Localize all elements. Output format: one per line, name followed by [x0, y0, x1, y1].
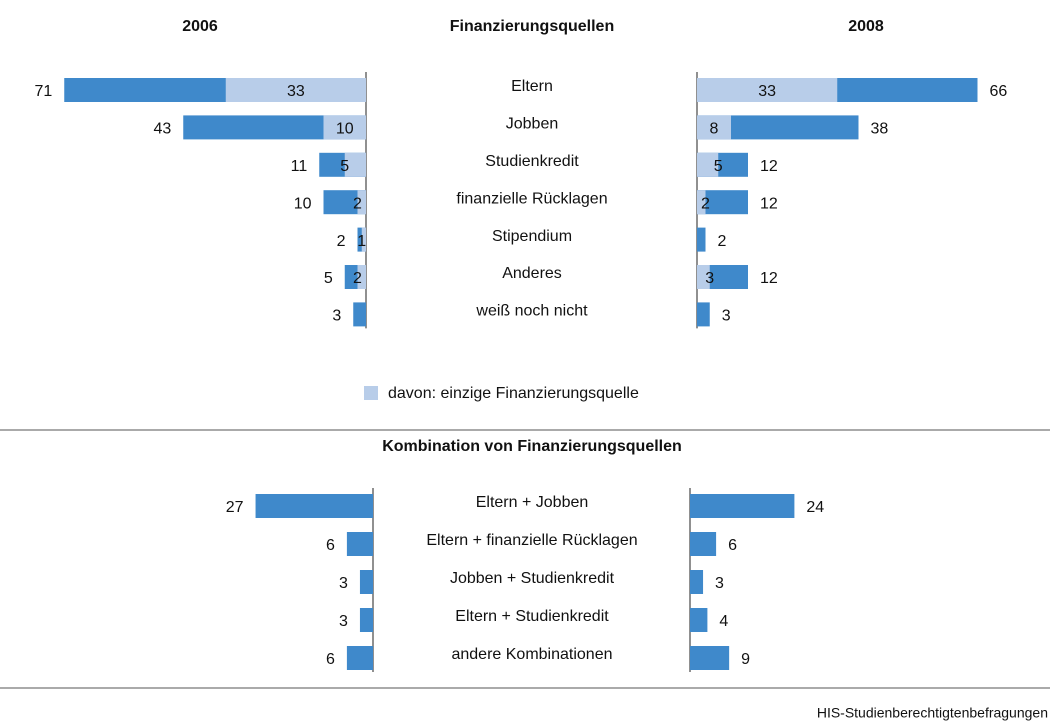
value-label: 12 — [760, 270, 778, 287]
value-label: 3 — [715, 575, 724, 592]
sole-bar — [357, 190, 366, 215]
legend-label: davon: einzige Finanzierungsquelle — [388, 385, 639, 402]
sole-label: 3 — [705, 270, 714, 287]
side-title: 2008 — [848, 18, 884, 35]
value-label: 3 — [339, 575, 348, 592]
bar — [346, 532, 373, 556]
category-label: weiß noch nicht — [475, 303, 588, 320]
value-label: 71 — [34, 83, 52, 100]
category-label: Anderes — [502, 265, 562, 282]
chart-title: Finanzierungsquellen — [450, 18, 614, 35]
category-label: Eltern + Jobben — [476, 494, 589, 511]
sole-bar — [344, 152, 366, 177]
category-label: Jobben + Studienkredit — [450, 570, 615, 587]
value-label: 24 — [806, 499, 824, 516]
sole-label: 33 — [758, 83, 776, 100]
sole-label: 33 — [287, 83, 305, 100]
bar — [690, 646, 730, 670]
bar — [359, 570, 373, 594]
sole-bar — [323, 115, 366, 140]
sole-bar — [225, 78, 366, 102]
value-label: 4 — [719, 613, 728, 630]
legend-swatch — [364, 386, 378, 400]
sole-bar — [697, 78, 838, 102]
bar — [690, 532, 717, 556]
sole-label: 10 — [336, 121, 354, 138]
source: HIS-Studienberechtigtenbefragungen — [817, 705, 1048, 721]
value-label: 3 — [339, 613, 348, 630]
value-label: 2 — [337, 233, 346, 250]
value-label: 9 — [741, 651, 750, 668]
category-label: Jobben — [506, 116, 559, 133]
sole-bar — [697, 265, 710, 289]
category-label: Studienkredit — [485, 153, 579, 170]
value-label: 38 — [871, 121, 889, 138]
sole-label: 1 — [357, 233, 366, 250]
value-label: 43 — [153, 121, 171, 138]
bar — [690, 608, 708, 632]
value-label: 3 — [722, 308, 731, 325]
sole-label: 5 — [340, 158, 349, 175]
value-label: 66 — [990, 83, 1008, 100]
category-label: Eltern + finanzielle Rücklagen — [426, 532, 637, 549]
category-label: Eltern + Studienkredit — [455, 608, 609, 625]
category-label: finanzielle Rücklagen — [456, 190, 607, 207]
value-label: 12 — [760, 158, 778, 175]
value-label: 6 — [728, 537, 737, 554]
sole-label: 8 — [710, 121, 719, 138]
bar — [690, 570, 704, 594]
value-label: 27 — [226, 499, 244, 516]
value-label: 6 — [326, 651, 335, 668]
sole-label: 2 — [701, 195, 710, 212]
value-label: 2 — [718, 233, 727, 250]
sole-bar — [357, 265, 366, 289]
sole-label: 2 — [353, 195, 362, 212]
side-title: 2006 — [182, 18, 218, 35]
sole-bar — [697, 115, 731, 140]
category-label: andere Kombinationen — [451, 646, 612, 663]
sole-label: 5 — [714, 158, 723, 175]
bar — [697, 227, 706, 252]
category-label: Eltern — [511, 78, 553, 95]
bar — [690, 494, 795, 518]
value-label: 11 — [291, 158, 308, 175]
bar — [359, 608, 373, 632]
value-label: 10 — [294, 195, 312, 212]
sole-bar — [697, 152, 719, 177]
sole-label: 2 — [353, 270, 362, 287]
value-label: 3 — [332, 308, 341, 325]
bar — [697, 302, 710, 327]
bar — [346, 646, 373, 670]
value-label: 12 — [760, 195, 778, 212]
value-label: 6 — [326, 537, 335, 554]
bar — [353, 302, 366, 327]
sole-bar — [361, 227, 366, 252]
category-label: Stipendium — [492, 228, 572, 245]
bar — [183, 115, 366, 140]
bar — [697, 115, 859, 140]
bar — [255, 494, 373, 518]
value-label: 5 — [324, 270, 333, 287]
chart-title: Kombination von Finanzierungsquellen — [382, 438, 682, 455]
sole-bar — [697, 190, 706, 215]
